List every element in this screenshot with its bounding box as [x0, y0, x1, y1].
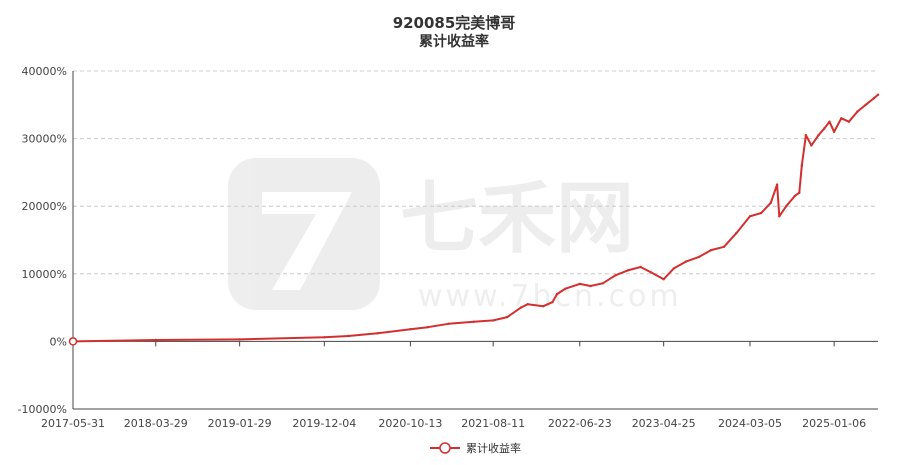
y-tick-label: 20000%	[22, 200, 67, 213]
x-tick-label: 2021-08-11	[461, 417, 525, 430]
data-point	[551, 301, 554, 304]
data-point	[800, 164, 803, 167]
x-tick-label: 2024-03-05	[718, 417, 782, 430]
data-point	[555, 292, 559, 296]
data-point	[876, 93, 880, 96]
legend-label: 累计收益率	[466, 441, 521, 455]
y-tick-label: -10000%	[18, 403, 67, 416]
data-point	[626, 269, 629, 272]
data-point	[775, 183, 779, 186]
data-point	[722, 245, 726, 248]
data-point	[823, 127, 826, 130]
chart-title: 920085完美博哥	[393, 14, 516, 32]
data-point	[472, 320, 475, 323]
x-tick-label: 2020-10-13	[378, 417, 442, 430]
data-point	[810, 144, 813, 147]
data-point	[323, 336, 326, 339]
x-tick-label: 2019-01-29	[208, 417, 272, 430]
x-tick-label: 2022-06-23	[548, 417, 612, 430]
data-point	[662, 278, 665, 281]
data-point	[347, 334, 350, 338]
y-tick-label: 30000%	[22, 133, 67, 146]
legend[interactable]: 累计收益率	[430, 441, 521, 455]
watermark-logo-icon	[228, 158, 380, 310]
data-point	[847, 120, 851, 123]
x-tick-label: 2019-12-04	[292, 417, 356, 430]
data-point	[447, 322, 450, 325]
data-point	[614, 274, 617, 277]
series-start-marker	[68, 337, 78, 346]
data-point	[564, 287, 567, 290]
watermark: 七禾网 www.7hcn.com	[228, 158, 682, 314]
data-point	[376, 332, 379, 335]
y-tick-label: 0%	[50, 335, 67, 348]
data-point	[828, 120, 831, 123]
data-point	[840, 117, 843, 120]
data-point	[519, 306, 523, 309]
data-point	[798, 191, 801, 194]
data-point	[589, 284, 592, 288]
data-point	[649, 271, 653, 274]
watermark-brand: 七禾网	[400, 174, 634, 264]
watermark-url: www.7hcn.com	[418, 279, 682, 314]
x-tick-label: 2025-01-06	[802, 417, 866, 430]
data-point	[526, 303, 529, 306]
data-point	[793, 194, 796, 198]
legend-marker-icon	[439, 442, 451, 454]
data-point	[639, 265, 642, 269]
data-point	[426, 326, 429, 329]
data-point	[684, 260, 688, 263]
x-tick-label: 2017-05-31	[41, 417, 105, 430]
data-point	[785, 205, 788, 208]
y-tick-label: 40000%	[22, 65, 67, 78]
data-point	[778, 215, 781, 218]
x-tick-label: 2018-03-29	[124, 417, 188, 430]
data-point	[542, 305, 545, 308]
data-point	[238, 338, 241, 341]
data-point	[817, 134, 820, 137]
data-point	[856, 110, 859, 113]
axes: -10000% 0% 10000% 20000% 30000% 40000% 2017-05…	[18, 65, 878, 430]
data-point	[154, 338, 157, 342]
data-point	[601, 282, 604, 285]
series-layer	[68, 93, 880, 346]
x-tick-label: 2023-04-25	[632, 417, 696, 430]
data-point	[506, 315, 509, 319]
data-point	[709, 248, 713, 252]
data-point	[409, 328, 412, 331]
data-point	[672, 267, 675, 270]
chart-subtitle: 累计收益率	[419, 33, 489, 50]
data-point	[873, 96, 876, 100]
data-point	[492, 319, 495, 322]
data-point	[832, 130, 836, 133]
data-point	[804, 134, 808, 137]
data-point	[748, 215, 752, 218]
data-point	[697, 255, 701, 259]
data-point	[760, 211, 763, 215]
y-tick-label: 10000%	[22, 268, 67, 281]
data-point	[578, 282, 581, 286]
data-point	[735, 232, 738, 235]
data-point	[864, 103, 867, 107]
data-point	[769, 201, 772, 204]
